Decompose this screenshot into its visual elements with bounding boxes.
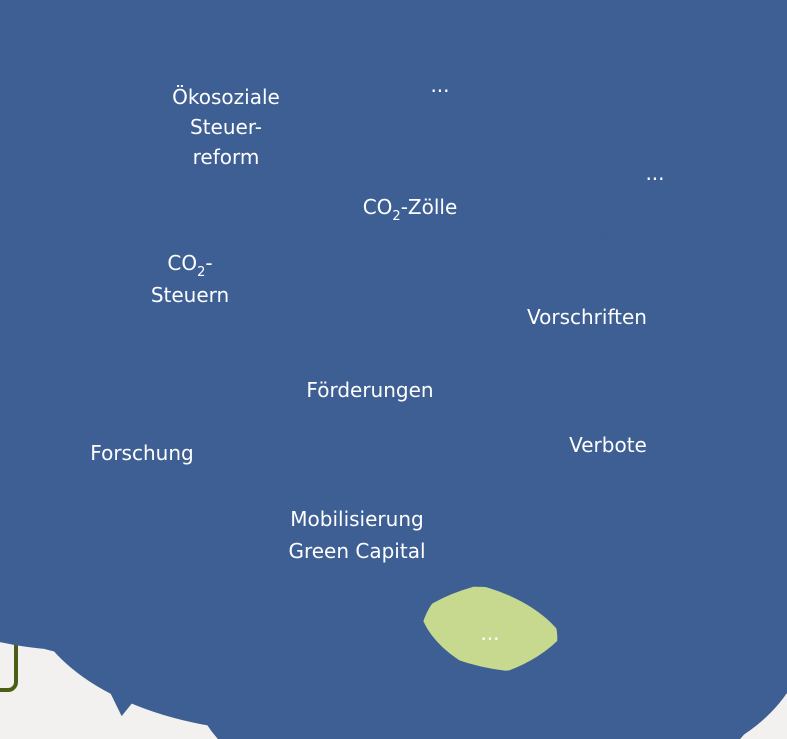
label-oekosoziale-line3: reform xyxy=(193,145,260,169)
label-red-dots: ... xyxy=(645,161,664,185)
label-oekosoziale-line1: Ökosoziale xyxy=(172,85,280,109)
label-co2-steuern-line1: CO2- xyxy=(167,251,212,280)
label-mobilisierung-line2: Green Capital xyxy=(288,539,425,563)
label-verbote: Verbote xyxy=(569,433,647,457)
label-mobilisierung-line1: Mobilisierung xyxy=(290,507,423,531)
label-co2-steuern-line2: Steuern xyxy=(151,283,229,307)
label-foerderungen: Förderungen xyxy=(306,378,433,402)
label-green-dots: ... xyxy=(480,621,499,645)
label-blue-dots: ... xyxy=(430,73,449,97)
cloud-green-dots xyxy=(365,555,613,728)
label-co2-zoelle: CO2-Zölle xyxy=(363,195,458,224)
label-forschung: Forschung xyxy=(90,441,193,465)
label-oekosoziale-line2: Steuer- xyxy=(190,115,262,139)
label-vorschriften: Vorschriften xyxy=(527,305,647,329)
